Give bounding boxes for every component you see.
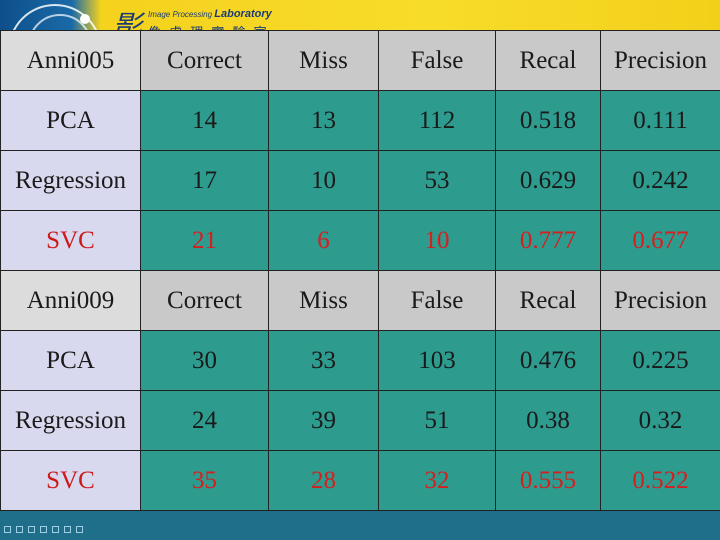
footer-decoration	[4, 526, 83, 533]
method-cell: SVC	[0, 450, 141, 511]
method-cell: Regression	[0, 390, 141, 451]
table-header-row: Anni009 Correct Miss False Recal Precisi…	[0, 270, 720, 331]
square-icon	[76, 526, 83, 533]
correct-cell: 14	[140, 90, 269, 151]
correct-cell: 35	[140, 450, 269, 511]
false-cell: 32	[378, 450, 496, 511]
header-cell-precision: Precision	[600, 270, 720, 331]
recall-cell: 0.38	[495, 390, 601, 451]
recall-cell: 0.555	[495, 450, 601, 511]
square-icon	[16, 526, 23, 533]
results-table: Anni005 Correct Miss False Recal Precisi…	[0, 30, 720, 511]
false-cell: 51	[378, 390, 496, 451]
precision-cell: 0.677	[600, 210, 720, 271]
header-cell-correct: Correct	[140, 270, 269, 331]
correct-cell: 24	[140, 390, 269, 451]
header-cell-miss: Miss	[268, 30, 379, 91]
false-cell: 53	[378, 150, 496, 211]
header-cell-false: False	[378, 30, 496, 91]
table-row: SVC 35 28 32 0.555 0.522	[0, 450, 720, 511]
table-row: PCA 30 33 103 0.476 0.225	[0, 330, 720, 391]
method-cell: SVC	[0, 210, 141, 271]
recall-cell: 0.629	[495, 150, 601, 211]
square-icon	[28, 526, 35, 533]
logo-dot-icon	[80, 14, 90, 24]
false-cell: 112	[378, 90, 496, 151]
recall-cell: 0.518	[495, 90, 601, 151]
miss-cell: 39	[268, 390, 379, 451]
square-icon	[4, 526, 11, 533]
header-cell-precision: Precision	[600, 30, 720, 91]
square-icon	[64, 526, 71, 533]
dataset-name-cell: Anni005	[0, 30, 141, 91]
lab-name-main: Laboratory	[214, 8, 272, 20]
precision-cell: 0.242	[600, 150, 720, 211]
square-icon	[40, 526, 47, 533]
table-header-row: Anni005 Correct Miss False Recal Precisi…	[0, 30, 720, 91]
header-cell-recall: Recal	[495, 270, 601, 331]
table-row: Regression 24 39 51 0.38 0.32	[0, 390, 720, 451]
header-cell-recall: Recal	[495, 30, 601, 91]
table-row: PCA 14 13 112 0.518 0.111	[0, 90, 720, 151]
precision-cell: 0.32	[600, 390, 720, 451]
dataset-name-cell: Anni009	[0, 270, 141, 331]
false-cell: 10	[378, 210, 496, 271]
method-cell: PCA	[0, 330, 141, 391]
false-cell: 103	[378, 330, 496, 391]
correct-cell: 30	[140, 330, 269, 391]
correct-cell: 21	[140, 210, 269, 271]
table-row: SVC 21 6 10 0.777 0.677	[0, 210, 720, 271]
table-row: Regression 17 10 53 0.629 0.242	[0, 150, 720, 211]
precision-cell: 0.111	[600, 90, 720, 151]
miss-cell: 10	[268, 150, 379, 211]
square-icon	[52, 526, 59, 533]
miss-cell: 28	[268, 450, 379, 511]
method-cell: Regression	[0, 150, 141, 211]
header-cell-miss: Miss	[268, 270, 379, 331]
miss-cell: 33	[268, 330, 379, 391]
lab-name-prefix: Image Processing	[148, 10, 213, 19]
miss-cell: 13	[268, 90, 379, 151]
recall-cell: 0.476	[495, 330, 601, 391]
precision-cell: 0.225	[600, 330, 720, 391]
miss-cell: 6	[268, 210, 379, 271]
header-cell-false: False	[378, 270, 496, 331]
recall-cell: 0.777	[495, 210, 601, 271]
method-cell: PCA	[0, 90, 141, 151]
correct-cell: 17	[140, 150, 269, 211]
header-cell-correct: Correct	[140, 30, 269, 91]
lab-name-english: Image Processing Laboratory	[148, 8, 272, 20]
precision-cell: 0.522	[600, 450, 720, 511]
